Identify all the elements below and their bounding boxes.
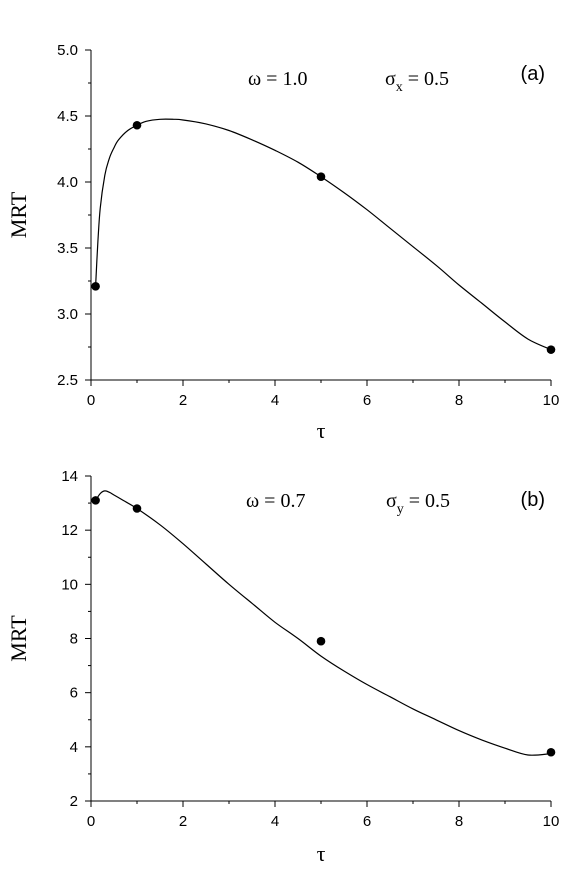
y-tick-label: 2 (70, 793, 78, 810)
x-tick-label: 10 (543, 813, 560, 830)
y-tick-label: 8 (70, 631, 78, 648)
parameter-annotation: σy = 0.5 (386, 490, 450, 517)
y-tick-label: 5.0 (57, 42, 78, 59)
data-point (132, 504, 142, 513)
x-tick-label: 8 (455, 813, 463, 830)
y-tick-label: 3.0 (57, 306, 78, 323)
data-point (91, 496, 100, 505)
x-tick-label: 6 (363, 392, 371, 409)
y-tick-label: 10 (61, 576, 78, 593)
x-axis-label: τ (317, 418, 326, 443)
x-tick-label: 4 (271, 392, 279, 409)
y-tick-label: 6 (70, 685, 78, 702)
series-line (95, 490, 552, 756)
x-tick-label: 4 (271, 813, 279, 830)
x-tick-label: 2 (179, 813, 187, 830)
y-tick-label: 14 (61, 468, 78, 485)
data-point (316, 172, 326, 182)
data-point (316, 636, 326, 646)
series-line (95, 118, 552, 351)
x-tick-label: 6 (363, 813, 371, 830)
y-tick-label: 4.5 (57, 108, 78, 125)
x-tick-label: 8 (455, 392, 463, 409)
panel-label: (a) (521, 63, 545, 85)
y-axis-label: MRT (6, 615, 31, 662)
panel-a: 0 2 4 6 8 10 2.5 3.0 3.5 4.0 4.5 5.0 τ MRT ω = 1.0 σx =… (6, 42, 559, 443)
parameter-annotation: ω = 0.7 (246, 490, 305, 512)
y-tick-label: 4.0 (57, 174, 78, 191)
x-tick-label: 10 (543, 392, 560, 409)
data-point (132, 120, 142, 130)
data-point (91, 281, 100, 291)
y-tick-label: 12 (61, 522, 78, 539)
parameter-annotation: ω = 1.0 (248, 68, 307, 90)
y-axis-label: MRT (6, 191, 31, 238)
parameter-annotation: σx = 0.5 (385, 68, 449, 95)
y-tick-label: 3.5 (57, 240, 78, 257)
data-point (546, 345, 556, 354)
y-tick-label: 4 (70, 739, 78, 756)
x-axis-label: τ (317, 841, 326, 866)
panel-label: (b) (521, 489, 545, 511)
data-point (546, 747, 556, 757)
x-tick-label: 0 (87, 813, 95, 830)
y-tick-label: 2.5 (57, 372, 78, 389)
x-tick-label: 0 (87, 392, 95, 409)
x-tick-label: 2 (179, 392, 187, 409)
